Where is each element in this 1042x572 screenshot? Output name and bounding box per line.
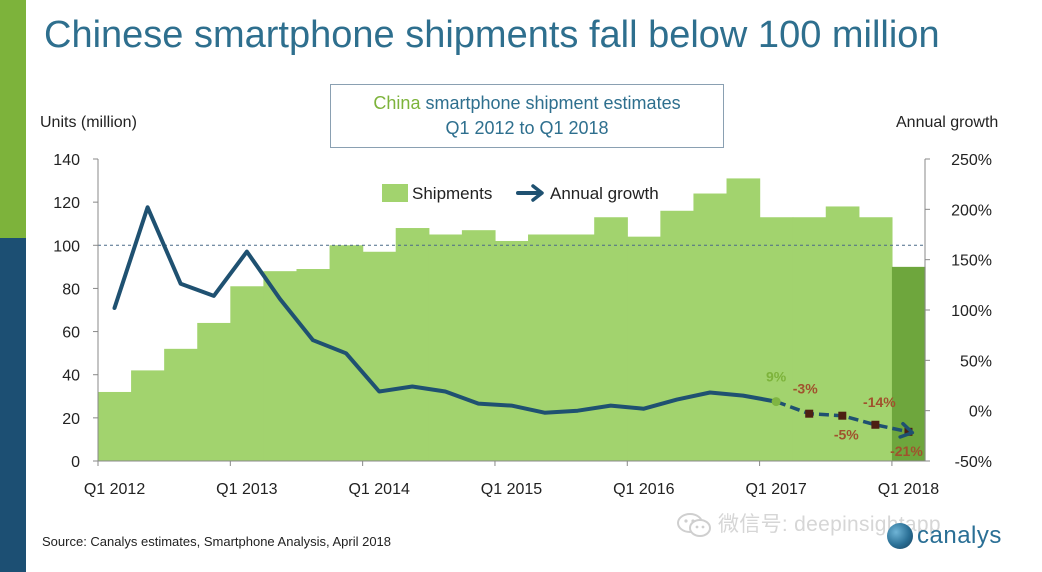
growth-arrowhead bbox=[898, 421, 915, 439]
x-tick-label: Q1 2015 bbox=[481, 481, 542, 498]
growth-data-label: -5% bbox=[834, 427, 859, 443]
y-right-tick-label: 250% bbox=[951, 152, 992, 169]
growth-data-label: 9% bbox=[766, 369, 787, 385]
y-left-axis-title: Units (million) bbox=[40, 114, 137, 131]
subtitle-line1: smartphone shipment estimates bbox=[420, 93, 681, 113]
subtitle-highlight: China bbox=[373, 93, 421, 113]
bar bbox=[164, 348, 198, 461]
bar bbox=[98, 391, 132, 461]
growth-marker bbox=[904, 427, 913, 436]
bar bbox=[428, 234, 463, 461]
growth-data-label: -14% bbox=[863, 394, 896, 410]
y-left-tick-label: 100 bbox=[53, 238, 80, 255]
wechat-icon bbox=[677, 513, 711, 538]
canalys-logo: canalys bbox=[887, 522, 1002, 550]
bar bbox=[395, 228, 430, 461]
watermark-text: 微信号: deepinsightapp bbox=[718, 513, 941, 536]
accent-bar-blue bbox=[0, 238, 26, 572]
growth-data-label: -21% bbox=[890, 443, 923, 459]
bar bbox=[461, 230, 496, 461]
y-left-tick-label: 140 bbox=[53, 152, 80, 169]
y-left-tick-label: 20 bbox=[62, 411, 80, 428]
x-tick-label: Q1 2012 bbox=[84, 481, 145, 498]
chart-subtitle-box: China smartphone shipment estimates Q1 2… bbox=[330, 84, 724, 148]
bar bbox=[362, 251, 397, 461]
y-left-tick-label: 120 bbox=[53, 195, 80, 212]
y-right-tick-label: -50% bbox=[955, 454, 992, 471]
bar bbox=[792, 217, 827, 461]
legend-swatch-shipments bbox=[382, 184, 408, 202]
bar bbox=[660, 210, 695, 461]
bar bbox=[230, 286, 264, 461]
bar bbox=[594, 217, 628, 461]
growth-data-label: -3% bbox=[793, 381, 818, 397]
bar bbox=[627, 236, 661, 461]
bar bbox=[528, 234, 562, 461]
y-left-tick-label: 60 bbox=[62, 325, 80, 342]
x-tick-label: Q1 2014 bbox=[348, 481, 409, 498]
subtitle-line2: Q1 2012 to Q1 2018 bbox=[445, 118, 609, 138]
bar bbox=[494, 240, 529, 461]
bar bbox=[197, 322, 231, 461]
globe-icon bbox=[887, 523, 913, 549]
bar bbox=[131, 370, 165, 461]
y-right-tick-label: 0% bbox=[969, 404, 992, 421]
y-right-axis-title: Annual growth bbox=[896, 114, 999, 131]
y-right-tick-label: 200% bbox=[951, 202, 992, 219]
x-tick-label: Q1 2017 bbox=[745, 481, 806, 498]
bar bbox=[561, 234, 595, 461]
x-tick-label: Q1 2018 bbox=[878, 481, 939, 498]
legend-label-shipments: Shipments bbox=[412, 184, 492, 203]
bar bbox=[693, 193, 728, 461]
growth-marker bbox=[771, 397, 781, 407]
bar bbox=[825, 206, 860, 461]
y-right-tick-label: 100% bbox=[951, 303, 992, 320]
bar bbox=[296, 269, 331, 461]
x-tick-label: Q1 2016 bbox=[613, 481, 674, 498]
accent-bar-green bbox=[0, 0, 26, 238]
growth-marker bbox=[805, 409, 814, 418]
bar bbox=[263, 271, 298, 461]
y-right-tick-label: 50% bbox=[960, 353, 992, 370]
watermark: 微信号: deepinsightapp bbox=[676, 508, 941, 538]
y-left-tick-label: 80 bbox=[62, 281, 80, 298]
bar bbox=[759, 217, 794, 461]
growth-line bbox=[112, 205, 779, 415]
legend-label-growth: Annual growth bbox=[550, 184, 659, 203]
y-left-tick-label: 40 bbox=[62, 368, 80, 385]
growth-marker bbox=[871, 420, 880, 429]
bar bbox=[726, 178, 761, 461]
legend-arrow-growth bbox=[531, 184, 544, 202]
growth-marker bbox=[838, 411, 847, 420]
source-note: Source: Canalys estimates, Smartphone An… bbox=[42, 534, 392, 549]
y-right-tick-label: 150% bbox=[951, 253, 992, 270]
page-title: Chinese smartphone shipments fall below … bbox=[44, 14, 940, 56]
x-tick-label: Q1 2013 bbox=[216, 481, 277, 498]
logo-text: canalys bbox=[917, 522, 1002, 549]
y-left-tick-label: 0 bbox=[71, 454, 80, 471]
